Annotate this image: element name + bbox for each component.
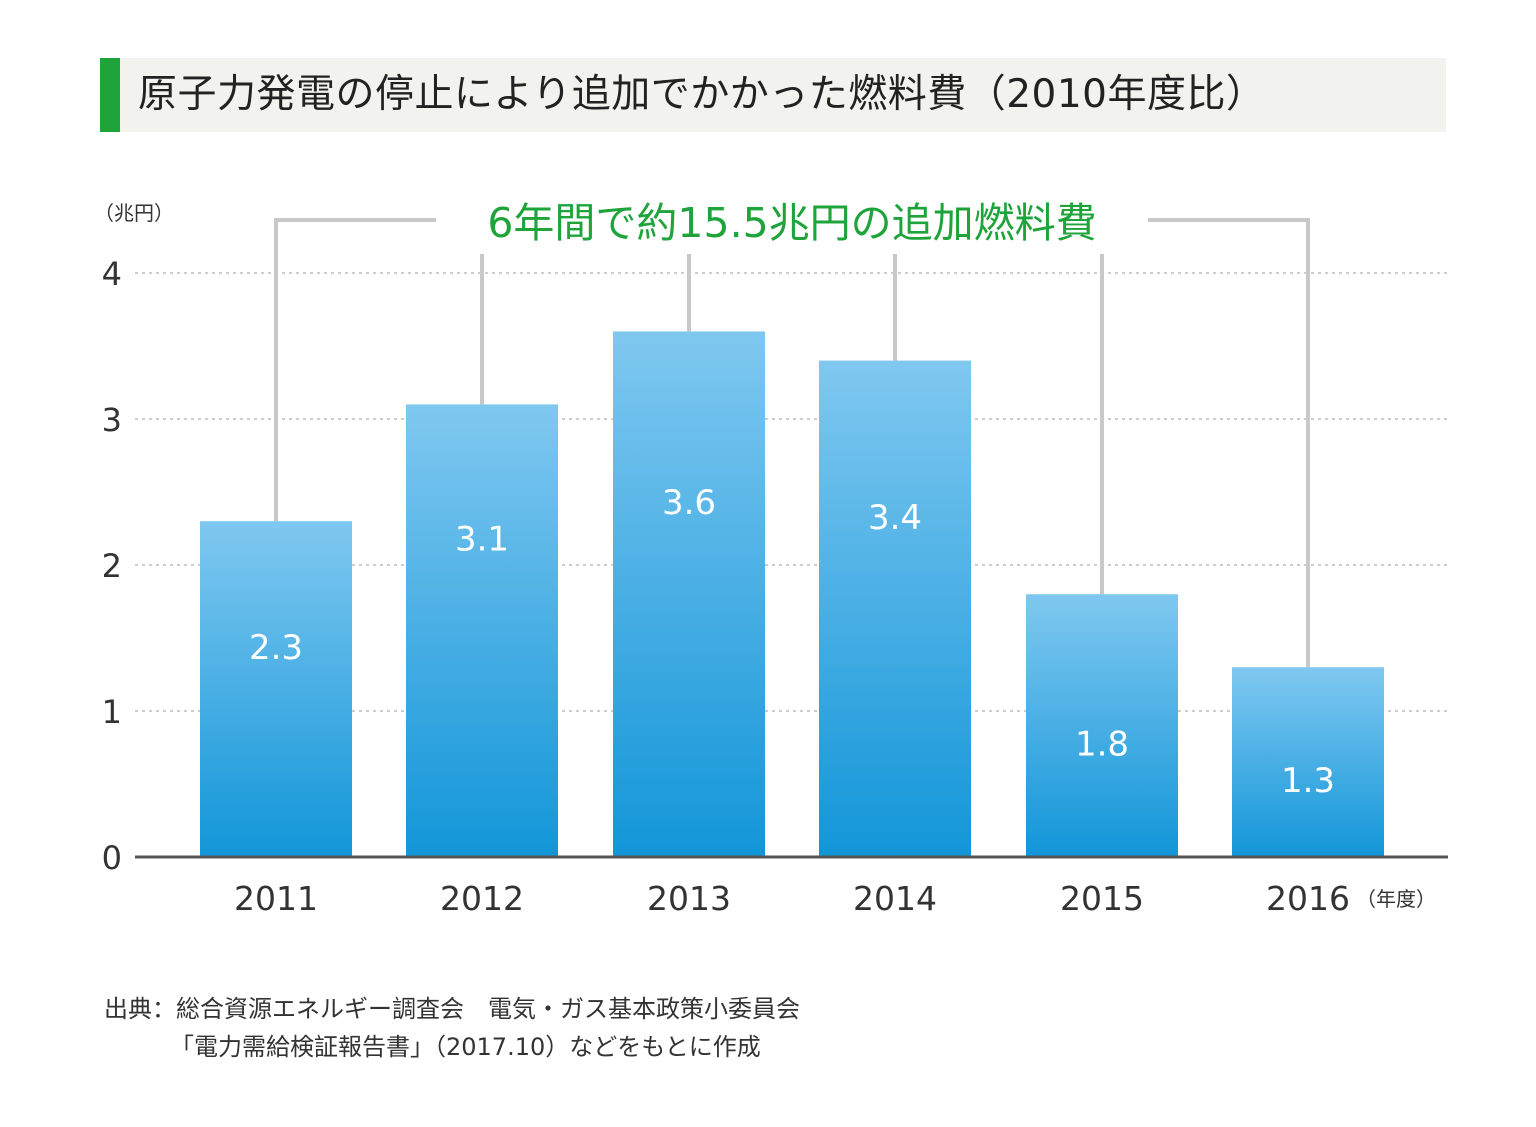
labels: 0 1 2 3 4 （兆円） 6年間で約15.5兆円の追加燃料費 2.3 2011 3.1 2012… bbox=[94, 199, 1448, 918]
value-label-2014: 3.4 bbox=[868, 498, 922, 538]
x-tick-label-2011: 2011 bbox=[234, 879, 318, 918]
grid-lines bbox=[135, 272, 1448, 712]
value-label-2011: 2.3 bbox=[249, 628, 303, 668]
y-tick-label-2: 2 bbox=[102, 547, 122, 585]
annotation-total: 6年間で約15.5兆円の追加燃料費 bbox=[487, 199, 1096, 247]
bar-2014 bbox=[819, 360, 971, 857]
y-axis-unit-label: （兆円） bbox=[94, 201, 174, 225]
bars bbox=[200, 331, 1384, 857]
x-tick-label-2012: 2012 bbox=[440, 879, 524, 918]
value-label-2013: 3.6 bbox=[662, 483, 716, 523]
bar-2015 bbox=[1026, 594, 1178, 857]
chart-title-bar: 原子力発電の停止により追加でかかった燃料費（2010年度比） bbox=[100, 58, 1446, 132]
source-line-1: 出典：総合資源エネルギー調査会 電気・ガス基本政策小委員会 bbox=[104, 995, 800, 1023]
y-tick-label-1: 1 bbox=[102, 693, 122, 731]
title-accent-mark bbox=[100, 58, 120, 132]
y-tick-label-4: 4 bbox=[102, 255, 122, 293]
bar-2011 bbox=[200, 521, 352, 857]
value-label-2015: 1.8 bbox=[1075, 725, 1129, 765]
source-line-2: 「電力需給検証報告書」（2017.10）などをもとに作成 bbox=[170, 1033, 761, 1061]
value-label-2016: 1.3 bbox=[1281, 761, 1335, 801]
x-tick-label-2013: 2013 bbox=[647, 879, 731, 918]
y-tick-label-0: 0 bbox=[102, 839, 122, 877]
x-tick-label-2016: 2016 bbox=[1266, 879, 1350, 918]
chart-title: 原子力発電の停止により追加でかかった燃料費（2010年度比） bbox=[138, 72, 1266, 117]
x-axis-unit-label: （年度） bbox=[1356, 887, 1436, 911]
bar-2012 bbox=[406, 404, 558, 857]
value-label-2012: 3.1 bbox=[455, 520, 509, 560]
bar-2016 bbox=[1232, 667, 1384, 857]
x-tick-label-2015: 2015 bbox=[1060, 879, 1144, 918]
x-tick-label-2014: 2014 bbox=[853, 879, 937, 918]
bar-2013 bbox=[613, 331, 765, 857]
annotation-bracket bbox=[274, 218, 1310, 668]
source-note: 出典：総合資源エネルギー調査会 電気・ガス基本政策小委員会 「電力需給検証報告書… bbox=[104, 990, 800, 1066]
y-tick-label-3: 3 bbox=[102, 401, 122, 439]
